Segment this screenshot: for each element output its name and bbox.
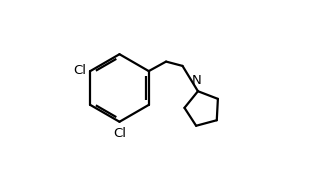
Text: Cl: Cl	[113, 127, 126, 140]
Text: N: N	[192, 74, 202, 87]
Text: Cl: Cl	[73, 64, 86, 77]
